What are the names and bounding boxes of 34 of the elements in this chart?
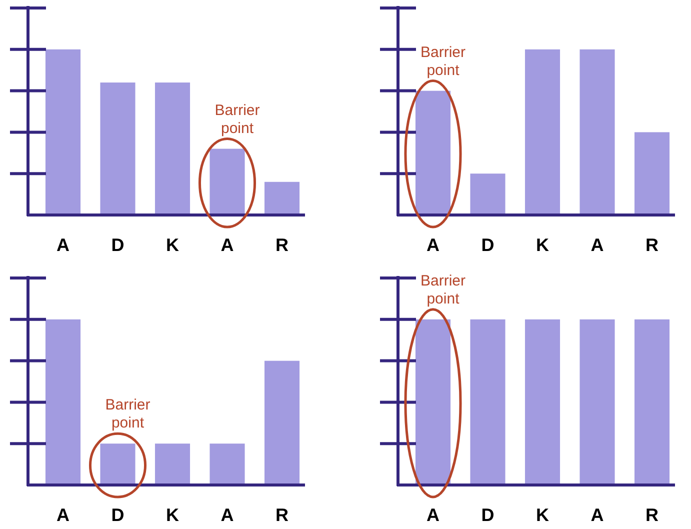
annotation: Barrier point: [420, 44, 466, 79]
bar: [634, 132, 670, 215]
x-tick-label: A: [220, 235, 234, 255]
bar: [100, 82, 136, 215]
x-tick-label: D: [481, 505, 494, 525]
x-tick-label: A: [56, 505, 70, 525]
x-tick-label: K: [536, 505, 549, 525]
x-tick-label: A: [56, 235, 70, 255]
bar: [580, 49, 615, 215]
bar: [524, 49, 560, 215]
x-tick-label: A: [590, 505, 604, 525]
x-tick-label: A: [426, 505, 440, 525]
bar: [45, 49, 81, 215]
bar: [264, 182, 300, 215]
bar: [415, 90, 451, 215]
bar: [210, 148, 245, 215]
annotation: Barrier point: [420, 272, 466, 308]
bar: [154, 82, 190, 215]
annotation: Barrier point: [214, 102, 260, 137]
annotation: Barrier point: [105, 396, 150, 432]
x-tick-label: R: [646, 235, 659, 255]
x-tick-label: R: [646, 505, 659, 525]
x-tick-label: A: [220, 505, 234, 525]
x-tick-label: K: [166, 235, 179, 255]
x-tick-label: D: [111, 505, 124, 525]
bar: [470, 174, 506, 215]
x-tick-label: A: [426, 235, 440, 255]
x-tick-label: R: [276, 235, 289, 255]
x-tick-label: K: [536, 235, 549, 255]
x-tick-label: D: [111, 235, 124, 255]
x-tick-label: K: [166, 505, 179, 525]
x-tick-label: A: [590, 235, 604, 255]
x-tick-label: R: [276, 505, 289, 525]
x-tick-label: D: [481, 235, 494, 255]
